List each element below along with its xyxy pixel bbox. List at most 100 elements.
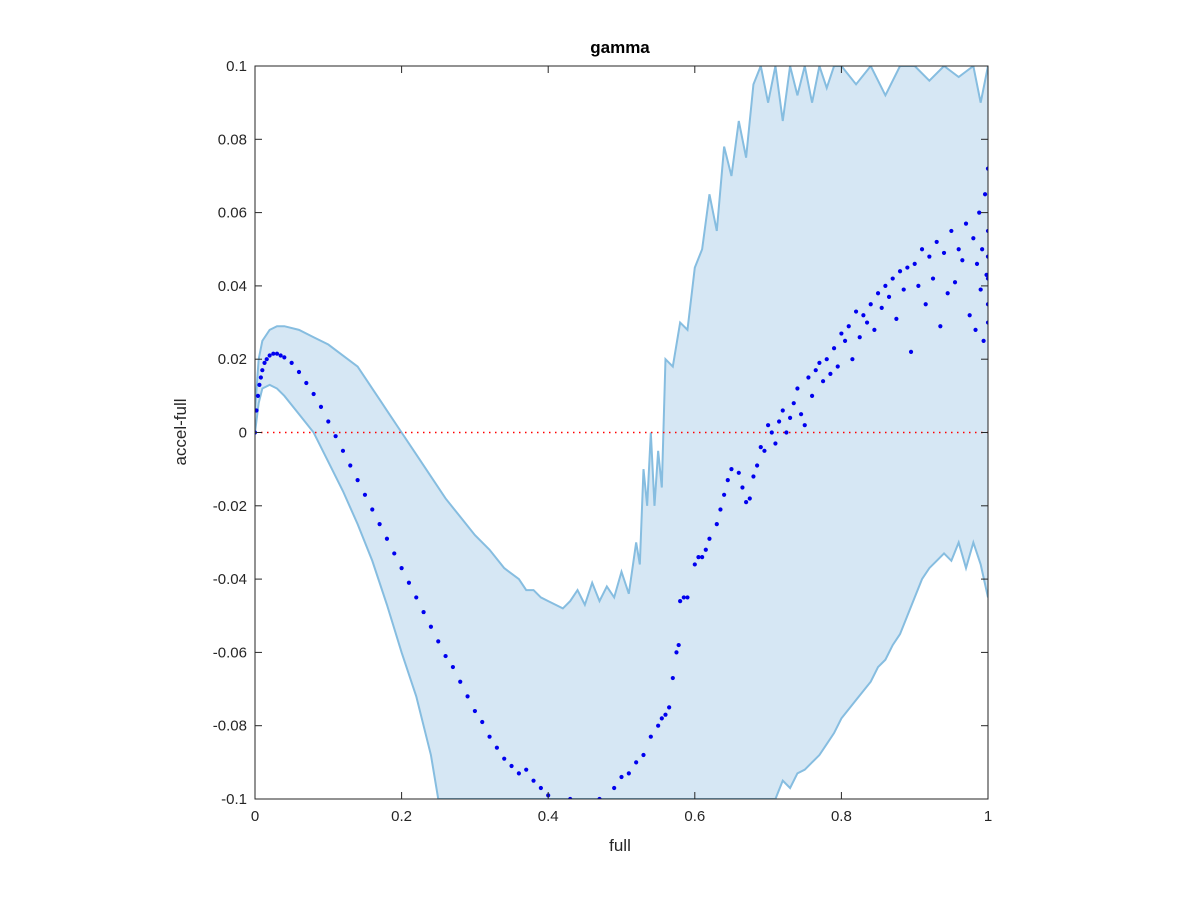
data-point (278, 353, 283, 358)
data-point (465, 694, 470, 699)
y-tick-label: 0.06 (218, 205, 247, 222)
data-point (985, 302, 988, 307)
data-point (681, 595, 686, 600)
x-tick-label: 0.4 (538, 808, 559, 825)
data-point (659, 716, 664, 721)
data-point (494, 745, 499, 750)
data-point (912, 261, 917, 267)
data-point (776, 419, 782, 424)
y-tick-label: 0 (239, 425, 247, 442)
data-point (817, 360, 822, 365)
data-point (798, 412, 804, 417)
data-point (304, 380, 309, 386)
data-point (952, 280, 958, 285)
data-point (718, 507, 723, 512)
data-point (480, 719, 485, 725)
data-point (809, 393, 815, 398)
data-point (670, 675, 675, 681)
data-point (787, 415, 793, 420)
data-point (509, 763, 514, 769)
data-point (977, 210, 982, 215)
data-point (648, 734, 653, 739)
band-upper-edge (255, 66, 988, 610)
data-point (262, 360, 267, 365)
data-point (894, 316, 899, 321)
data-point (974, 261, 980, 267)
data-point (289, 360, 294, 365)
data-point (835, 364, 840, 369)
data-point (524, 767, 529, 772)
data-point (773, 441, 778, 446)
data-point (853, 309, 859, 314)
data-point (384, 536, 390, 541)
data-point (399, 566, 404, 571)
y-tick-label: 0.04 (218, 278, 247, 295)
data-point (656, 723, 661, 728)
data-point (868, 302, 873, 307)
x-tick-label: 1 (984, 808, 992, 825)
data-point (984, 272, 988, 278)
data-point (945, 291, 950, 296)
data-point (443, 653, 448, 659)
band-fill (255, 66, 988, 799)
data-point (264, 357, 269, 362)
data-point (908, 349, 914, 354)
data-point (282, 355, 287, 360)
data-point (927, 254, 932, 259)
plot-clipped-group (255, 66, 988, 799)
data-point (985, 276, 988, 281)
data-point (406, 580, 412, 585)
data-point (502, 756, 507, 761)
data-point (842, 338, 848, 343)
data-point (751, 474, 756, 479)
axes-layer: 0 0.2 0.4 0.6 0.8 1 -0.1 -0.08 -0.06 -0.04 -0.02 0 0… (213, 58, 992, 825)
data-point (762, 448, 767, 453)
data-point (846, 324, 851, 329)
data-point (747, 496, 752, 501)
data-point (703, 547, 708, 552)
data-point (729, 467, 734, 472)
data-point (692, 562, 697, 567)
data-point (820, 379, 826, 384)
data-point (340, 448, 346, 453)
data-point (700, 555, 705, 560)
data-point (355, 478, 360, 483)
data-point (392, 551, 397, 556)
x-tick-label: 0.2 (391, 808, 412, 825)
data-point (257, 382, 262, 387)
data-point (667, 705, 672, 710)
data-point (255, 393, 261, 398)
data-point (458, 679, 463, 684)
data-point (806, 375, 811, 380)
data-point (930, 276, 936, 281)
data-point (685, 595, 690, 600)
data-point (861, 313, 866, 318)
data-point (963, 221, 969, 226)
data-point (923, 302, 928, 307)
data-point (831, 346, 837, 351)
data-point (941, 250, 947, 256)
data-point (725, 478, 730, 483)
data-point (985, 320, 988, 325)
y-tick-label: -0.08 (213, 718, 247, 735)
data-point (267, 353, 272, 358)
data-point (886, 294, 892, 299)
plot-layer (255, 66, 988, 799)
data-point (516, 771, 521, 776)
data-point (901, 287, 906, 292)
data-point (791, 401, 796, 406)
data-point (985, 254, 988, 259)
data-point (875, 291, 881, 296)
data-point (414, 595, 419, 600)
data-point (255, 408, 259, 413)
data-point (377, 522, 382, 527)
data-point (626, 771, 631, 776)
data-point (472, 708, 477, 714)
data-point (824, 357, 829, 362)
data-point (663, 712, 668, 717)
data-point (905, 265, 910, 270)
data-point (967, 313, 972, 318)
data-point (370, 507, 375, 512)
data-point (916, 283, 921, 288)
